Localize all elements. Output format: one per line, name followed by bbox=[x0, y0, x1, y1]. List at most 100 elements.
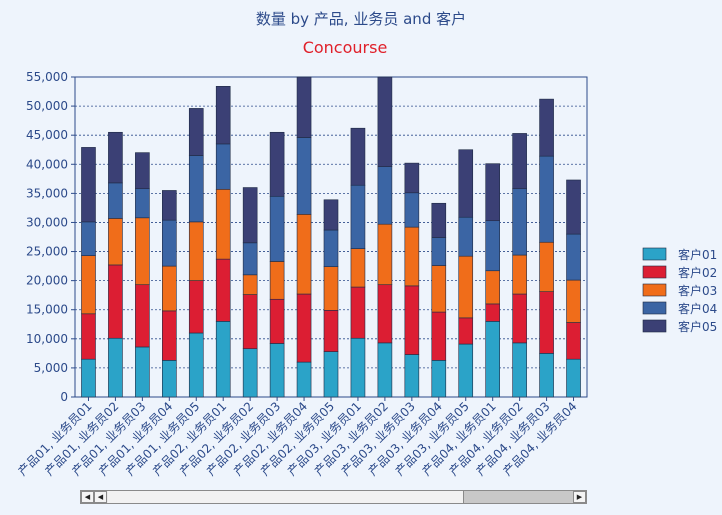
bar-segment bbox=[108, 337, 123, 398]
y-tick-label: 5,000 bbox=[34, 361, 68, 375]
bar-segment bbox=[269, 261, 285, 300]
bar-segment bbox=[135, 284, 150, 348]
legend-swatch bbox=[642, 247, 667, 261]
bar-segment bbox=[431, 202, 447, 238]
bar-segment bbox=[296, 214, 312, 295]
scroll-right-button[interactable]: ▶ bbox=[573, 491, 586, 503]
bar-segment bbox=[188, 108, 204, 156]
bar-segment bbox=[108, 218, 123, 266]
legend-swatch bbox=[642, 301, 667, 315]
chart-subtitle: Concourse bbox=[303, 38, 388, 57]
bar-segment bbox=[296, 76, 312, 138]
legend-label: 客户04 bbox=[678, 301, 717, 316]
bar-segment bbox=[81, 221, 96, 256]
bar-segment bbox=[566, 279, 581, 323]
horizontal-scrollbar[interactable]: ◀ ◀ ▶ bbox=[80, 490, 587, 504]
bar-segment bbox=[539, 241, 554, 292]
bar-segment bbox=[404, 354, 420, 398]
y-tick-label: 20,000 bbox=[26, 274, 68, 288]
bar-segment bbox=[350, 248, 366, 288]
bar-segment bbox=[458, 216, 474, 257]
bar-segment bbox=[215, 258, 231, 322]
bar-segment bbox=[269, 343, 285, 398]
bar-segment bbox=[81, 313, 96, 360]
y-tick-label: 35,000 bbox=[26, 186, 68, 200]
bar-segment bbox=[323, 310, 339, 352]
bar-segment bbox=[215, 188, 231, 260]
bar-segment bbox=[566, 179, 581, 235]
y-tick-label: 25,000 bbox=[26, 245, 68, 259]
bar-segment bbox=[162, 310, 177, 361]
bar-segment bbox=[539, 291, 554, 354]
bar-segment bbox=[404, 162, 420, 194]
bar-segment bbox=[404, 226, 420, 287]
bar-segment bbox=[323, 199, 339, 231]
bar-segment bbox=[485, 220, 500, 272]
bar-segment bbox=[108, 131, 123, 184]
bar-segment bbox=[188, 221, 204, 281]
bar-segment bbox=[135, 217, 150, 286]
bar-segment bbox=[242, 294, 258, 350]
bar-segment bbox=[269, 131, 285, 197]
bar-segment bbox=[431, 265, 447, 313]
chart-title: 数量 by 产品, 业务员 and 客户 bbox=[256, 10, 466, 28]
bar-segment bbox=[458, 255, 474, 319]
bar-segment bbox=[350, 127, 366, 186]
bar-segment bbox=[135, 188, 150, 219]
bar-segment bbox=[377, 284, 393, 344]
legend-swatch bbox=[642, 283, 667, 297]
bar-segment bbox=[431, 360, 447, 398]
bar-segment bbox=[323, 266, 339, 311]
scroll-left-button[interactable]: ◀ bbox=[94, 491, 107, 503]
bar-segment bbox=[108, 182, 123, 219]
y-tick-label: 0 bbox=[60, 390, 68, 404]
bar-segment bbox=[215, 143, 231, 190]
bar-segment bbox=[162, 265, 177, 312]
legend-label: 客户01 bbox=[678, 247, 717, 262]
bar-segment bbox=[269, 195, 285, 262]
bar-segment bbox=[135, 152, 150, 190]
bar-segment bbox=[215, 321, 231, 398]
bar-segment bbox=[188, 155, 204, 223]
y-tick-label: 50,000 bbox=[26, 99, 68, 113]
legend-label: 客户03 bbox=[678, 283, 717, 298]
bar-segment bbox=[458, 317, 474, 345]
bar-segment bbox=[485, 303, 500, 322]
bar-segment bbox=[431, 237, 447, 266]
bar-segment bbox=[350, 184, 366, 249]
bar-segment bbox=[296, 361, 312, 398]
bar-segment bbox=[539, 98, 554, 157]
bar-segment bbox=[81, 358, 96, 398]
y-tick-label: 45,000 bbox=[26, 128, 68, 142]
bar-segment bbox=[539, 155, 554, 243]
bar-segment bbox=[377, 342, 393, 398]
bar-segment bbox=[242, 274, 258, 295]
bar-segment bbox=[485, 163, 500, 222]
bar-segment bbox=[162, 219, 177, 267]
bar-segment bbox=[350, 286, 366, 339]
legend-label: 客户05 bbox=[678, 319, 717, 334]
scrollbar-track[interactable] bbox=[108, 491, 573, 503]
bar-segment bbox=[512, 293, 527, 344]
y-tick-label: 15,000 bbox=[26, 303, 68, 317]
bar-segment bbox=[323, 351, 339, 398]
bar-segment bbox=[350, 337, 366, 398]
bar-segment bbox=[188, 332, 204, 398]
bar-segment bbox=[162, 360, 177, 398]
bar-segment bbox=[485, 321, 500, 398]
bar-segment bbox=[431, 311, 447, 361]
y-tick-label: 30,000 bbox=[26, 215, 68, 229]
bar-segment bbox=[539, 353, 554, 398]
y-tick-label: 40,000 bbox=[26, 157, 68, 171]
bar-segment bbox=[485, 270, 500, 305]
bar-segment bbox=[566, 358, 581, 398]
bar-segment bbox=[135, 346, 150, 398]
bar-segment bbox=[242, 348, 258, 398]
bar-segment bbox=[512, 188, 527, 256]
bar-segment bbox=[81, 147, 96, 223]
scroll-first-button[interactable]: ◀ bbox=[81, 491, 94, 503]
scrollbar-thumb[interactable] bbox=[463, 491, 573, 503]
bar-segment bbox=[242, 187, 258, 244]
bar-segment bbox=[323, 229, 339, 267]
